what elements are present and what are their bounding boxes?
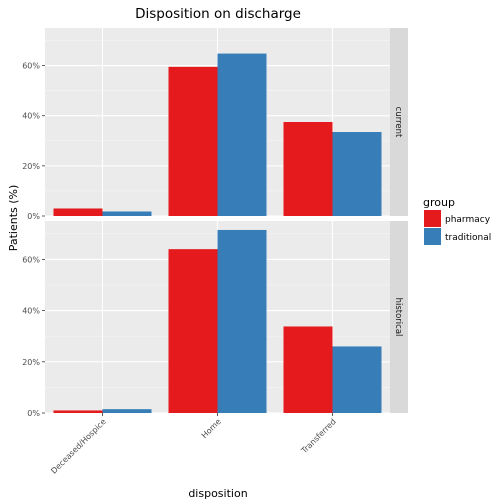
chart-title: Disposition on discharge bbox=[135, 6, 301, 22]
legend-label-pharmacy: pharmacy bbox=[445, 215, 491, 225]
bar-current-traditional-0 bbox=[102, 211, 152, 216]
x-axis-ticks: Deceased/Hospice Home Transferred bbox=[49, 413, 338, 476]
legend-key-pharmacy bbox=[424, 210, 441, 227]
bar-historical-pharmacy-0 bbox=[53, 410, 103, 413]
facet-panel-historical: 0% 20% 40% 60% historical bbox=[22, 221, 408, 418]
y-tick-label: 40% bbox=[22, 307, 40, 316]
facet-strip-label: historical bbox=[393, 298, 403, 337]
y-tick-label: 0% bbox=[27, 212, 40, 221]
facet-strip bbox=[390, 221, 408, 413]
bar-current-pharmacy-2 bbox=[283, 122, 333, 216]
bar-historical-traditional-2 bbox=[332, 346, 382, 413]
bar-historical-pharmacy-1 bbox=[168, 249, 218, 413]
bar-historical-traditional-0 bbox=[102, 409, 152, 413]
y-tick-label: 60% bbox=[22, 62, 40, 71]
legend-title: group bbox=[423, 196, 455, 209]
y-tick-label: 20% bbox=[22, 162, 40, 171]
bar-historical-traditional-1 bbox=[217, 229, 267, 413]
legend: group pharmacy traditional bbox=[423, 196, 491, 245]
x-tick-label: Home bbox=[200, 417, 223, 440]
bar-current-traditional-1 bbox=[217, 53, 267, 217]
y-tick-label: 40% bbox=[22, 112, 40, 121]
facet-strip-label: current bbox=[393, 107, 403, 138]
x-axis-label: disposition bbox=[188, 487, 247, 500]
bar-historical-pharmacy-2 bbox=[283, 326, 333, 413]
facet-strip bbox=[390, 28, 408, 216]
legend-label-traditional: traditional bbox=[445, 233, 491, 243]
facet-panels: 0% 20% 40% 60% current 0% 20% 40% 60% historical bbox=[22, 28, 408, 418]
bar-current-pharmacy-1 bbox=[168, 66, 218, 216]
facet-panel-current: 0% 20% 40% 60% current bbox=[22, 28, 408, 221]
legend-key-traditional bbox=[424, 228, 441, 245]
y-axis-label: Patients (%) bbox=[7, 185, 20, 252]
y-tick-label: 0% bbox=[27, 409, 40, 418]
bar-current-traditional-2 bbox=[332, 132, 382, 216]
y-tick-label: 60% bbox=[22, 255, 40, 264]
x-tick-label: Transferred bbox=[299, 417, 338, 456]
y-tick-label: 20% bbox=[22, 358, 40, 367]
bar-current-pharmacy-0 bbox=[53, 208, 103, 216]
x-tick-label: Deceased/Hospice bbox=[49, 417, 108, 476]
